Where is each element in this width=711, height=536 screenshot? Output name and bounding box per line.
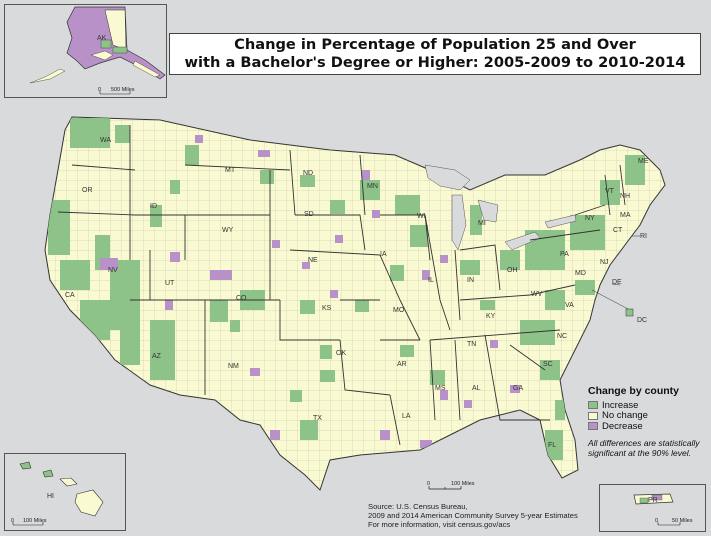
state-label: NE	[308, 257, 318, 264]
svg-text:500 Miles: 500 Miles	[111, 87, 135, 93]
legend-label: No change	[602, 410, 648, 422]
legend-label: Increase	[602, 399, 639, 411]
legend-swatch	[588, 401, 598, 410]
state-label: TX	[313, 415, 322, 422]
legend: Change by county Increase No change Decr…	[588, 385, 706, 458]
state-label: WV	[531, 291, 543, 298]
state-label: PR	[648, 497, 658, 504]
state-label: MT	[225, 167, 236, 174]
state-label: IA	[380, 251, 387, 258]
state-label: WY	[222, 227, 234, 234]
state-label: NY	[585, 215, 595, 222]
legend-swatch	[588, 411, 598, 420]
state-label: OR	[82, 187, 93, 194]
svg-text:0: 0	[98, 87, 101, 93]
hawaii-scale-bar: 0 100 Miles	[11, 518, 47, 526]
state-label: NV	[108, 267, 118, 274]
state-label: NJ	[600, 259, 609, 266]
state-label: GA	[513, 385, 523, 392]
legend-swatch	[588, 422, 598, 431]
state-label: ND	[303, 170, 313, 177]
state-label: AZ	[152, 353, 162, 360]
state-label: VA	[565, 302, 574, 309]
state-label: CT	[613, 227, 623, 234]
source-line: For more information, visit census.gov/a…	[368, 520, 511, 529]
state-label: TN	[467, 341, 476, 348]
title-line-1: Change in Percentage of Population 25 an…	[234, 36, 636, 53]
state-label: DE	[612, 279, 622, 286]
state-label: IL	[428, 277, 434, 284]
main-scale-bar: 0 100 Miles	[427, 481, 475, 490]
state-label: CA	[65, 292, 75, 299]
svg-text:100 Miles: 100 Miles	[23, 518, 47, 524]
state-label: PA	[560, 251, 569, 258]
state-label: AK	[97, 35, 107, 42]
decrease-counties	[100, 135, 520, 448]
state-label: ID	[150, 203, 157, 210]
state-label: IN	[467, 277, 474, 284]
state-label: NM	[228, 363, 239, 370]
state-label: LA	[402, 413, 411, 420]
state-label: MO	[393, 307, 405, 314]
pr-scale-bar: 0 50 Miles	[655, 518, 693, 526]
legend-item-decrease: Decrease	[588, 421, 706, 432]
svg-text:0: 0	[11, 518, 14, 524]
legend-note: All differences are statistically signif…	[588, 438, 706, 458]
state-label: VT	[605, 188, 615, 195]
hawaii-inset: HI 0 100 Miles	[4, 453, 126, 531]
state-label: MI	[478, 220, 486, 227]
source-line: 2009 and 2014 American Community Survey …	[368, 511, 578, 520]
state-label: DC	[637, 317, 647, 324]
alaska-scale-bar: 0 500 Miles	[98, 87, 135, 95]
state-label: WA	[100, 137, 111, 144]
state-label: FL	[548, 442, 556, 449]
state-label: KY	[486, 313, 496, 320]
alaska-inset: AK 0 500 Miles	[4, 4, 167, 98]
legend-title: Change by county	[588, 385, 680, 397]
legend-label: Decrease	[602, 420, 643, 432]
state-label: AL	[472, 385, 481, 392]
state-label: OH	[507, 267, 518, 274]
svg-text:0: 0	[427, 481, 430, 487]
legend-note-line: significant at the 90% level.	[588, 447, 692, 458]
svg-text:0: 0	[655, 518, 658, 524]
state-label: UT	[165, 280, 175, 287]
state-label: MS	[435, 385, 446, 392]
state-label: MN	[367, 183, 378, 190]
state-label: CO	[236, 295, 247, 302]
state-label: KS	[322, 305, 332, 312]
state-label: HI	[47, 493, 54, 500]
state-borders	[57, 125, 626, 446]
dc-leader-line	[591, 289, 631, 311]
state-label: NH	[620, 193, 630, 200]
state-label: WI	[417, 213, 426, 220]
legend-note-line: All differences are statistically	[588, 437, 700, 448]
source-note: Source: U.S. Census Bureau, 2009 and 201…	[368, 502, 578, 529]
state-label: MD	[575, 270, 586, 277]
dc-swatch	[625, 308, 634, 317]
title-line-2: with a Bachelor's Degree or Higher: 2005…	[184, 54, 686, 71]
legend-item-increase: Increase	[588, 400, 706, 411]
state-label: ME	[638, 158, 649, 165]
state-label: SD	[304, 211, 314, 218]
state-label: RI	[640, 233, 647, 240]
state-label: MA	[620, 212, 631, 219]
state-label: NC	[557, 333, 567, 340]
de-leader-line	[611, 283, 621, 286]
state-label: AR	[397, 361, 407, 368]
legend-item-no-change: No change	[588, 410, 706, 422]
state-label: OK	[336, 350, 346, 357]
puerto-rico-inset: PR 0 50 Miles	[599, 484, 706, 532]
state-label-layer: WA OR CA NV ID MT WY UT AZ NM CO ND SD N…	[65, 137, 649, 449]
state-label: SC	[543, 361, 553, 368]
source-line: Source: U.S. Census Bureau,	[368, 502, 468, 511]
svg-text:50 Miles: 50 Miles	[672, 518, 693, 524]
svg-text:100 Miles: 100 Miles	[451, 481, 475, 487]
map-title: Change in Percentage of Population 25 an…	[169, 33, 701, 75]
